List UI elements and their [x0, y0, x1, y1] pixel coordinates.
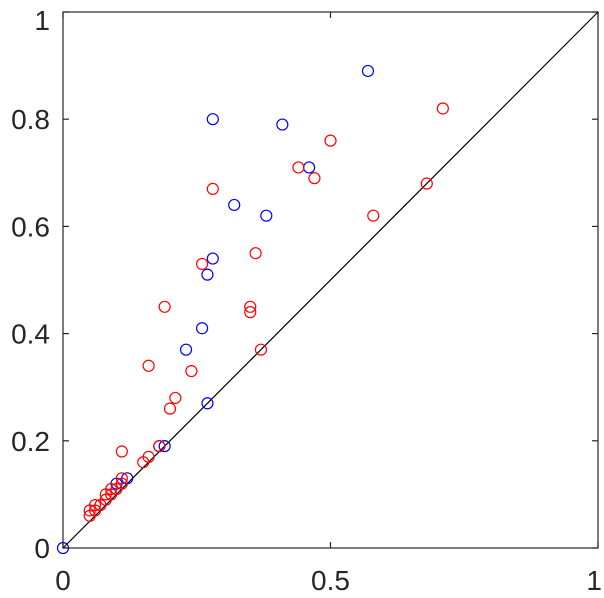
- data-point: [206, 252, 219, 265]
- data-point: [158, 300, 171, 313]
- y-tick-label: 0.6: [11, 211, 50, 242]
- x-tick-label: 0.5: [311, 565, 350, 596]
- data-point: [142, 359, 155, 372]
- data-point: [196, 257, 209, 271]
- data-point: [436, 102, 449, 115]
- tick-labels-layer: 0 0.5 1 0 0.2 0.4 0.6 0.8 1: [11, 5, 602, 596]
- data-point: [169, 391, 182, 405]
- data-point: [420, 177, 433, 190]
- data-point: [158, 440, 171, 453]
- data-point: [244, 300, 257, 313]
- data-point: [142, 450, 155, 463]
- data-point: [206, 113, 219, 126]
- data-point: [260, 209, 273, 222]
- data-point: [88, 499, 102, 512]
- data-point: [179, 343, 193, 356]
- data-point: [254, 343, 268, 356]
- y-tick-label: 0.4: [11, 319, 50, 350]
- data-point: [276, 118, 289, 131]
- data-point: [292, 161, 305, 174]
- data-point: [163, 402, 177, 415]
- points-layer: [56, 64, 449, 555]
- data-point: [228, 198, 241, 212]
- data-point: [201, 268, 214, 281]
- data-point: [249, 247, 262, 260]
- data-point: [105, 482, 118, 496]
- data-point: [244, 306, 257, 319]
- x-tick-label: 1: [586, 565, 602, 596]
- reference-line-layer: [62, 11, 599, 549]
- diagonal-reference-line: [62, 11, 599, 549]
- y-tick-label: 0.2: [11, 426, 50, 457]
- ticks-layer: [62, 11, 599, 549]
- x-tick-label: 0: [55, 565, 71, 596]
- data-point: [115, 445, 128, 458]
- data-point: [196, 322, 209, 335]
- data-point: [185, 365, 198, 378]
- data-point: [115, 472, 128, 485]
- data-point: [153, 440, 166, 453]
- data-point: [324, 134, 337, 147]
- data-point: [201, 397, 214, 410]
- series-1: [83, 102, 449, 522]
- y-tick-label: 0.8: [11, 104, 50, 135]
- y-tick-label: 1: [34, 5, 50, 36]
- data-point: [115, 477, 128, 490]
- data-point: [206, 182, 219, 195]
- y-tick-label: 0: [34, 533, 50, 564]
- data-point: [308, 172, 321, 185]
- data-point: [367, 209, 380, 222]
- data-point: [361, 64, 375, 78]
